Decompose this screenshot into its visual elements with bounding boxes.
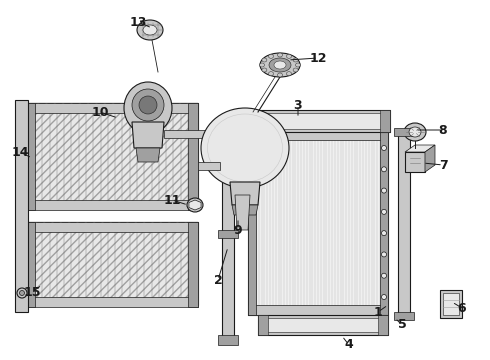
Polygon shape xyxy=(188,222,198,307)
Text: 11: 11 xyxy=(163,194,181,207)
Ellipse shape xyxy=(382,252,387,257)
Polygon shape xyxy=(25,103,35,210)
Polygon shape xyxy=(198,162,220,170)
Polygon shape xyxy=(235,195,250,230)
Ellipse shape xyxy=(260,63,265,67)
Ellipse shape xyxy=(287,54,292,58)
Text: 15: 15 xyxy=(23,285,41,298)
Text: 13: 13 xyxy=(129,15,147,28)
Ellipse shape xyxy=(260,53,300,77)
Polygon shape xyxy=(218,335,238,345)
Ellipse shape xyxy=(124,82,172,134)
Ellipse shape xyxy=(269,58,291,72)
Ellipse shape xyxy=(293,58,298,62)
Polygon shape xyxy=(25,297,198,307)
Text: 9: 9 xyxy=(234,224,243,237)
Text: 4: 4 xyxy=(344,338,353,351)
Polygon shape xyxy=(398,130,410,318)
Text: 2: 2 xyxy=(214,274,222,287)
Text: 8: 8 xyxy=(439,123,447,136)
Ellipse shape xyxy=(269,54,273,58)
Polygon shape xyxy=(394,312,414,320)
Polygon shape xyxy=(188,103,198,210)
Ellipse shape xyxy=(293,68,298,72)
Text: 5: 5 xyxy=(397,319,406,332)
Polygon shape xyxy=(248,110,390,132)
Text: 6: 6 xyxy=(458,302,466,315)
Text: 1: 1 xyxy=(373,306,382,319)
Polygon shape xyxy=(394,128,414,136)
Polygon shape xyxy=(425,145,435,172)
Polygon shape xyxy=(189,200,201,210)
Ellipse shape xyxy=(382,188,387,193)
Text: 12: 12 xyxy=(309,51,327,64)
Polygon shape xyxy=(258,315,388,335)
Polygon shape xyxy=(222,145,234,340)
Polygon shape xyxy=(405,145,435,152)
Polygon shape xyxy=(248,305,388,315)
Polygon shape xyxy=(136,148,160,162)
Polygon shape xyxy=(248,110,258,132)
Bar xyxy=(248,130,388,315)
Ellipse shape xyxy=(262,68,267,72)
Polygon shape xyxy=(25,222,198,305)
Polygon shape xyxy=(25,222,198,232)
Polygon shape xyxy=(230,182,260,205)
Ellipse shape xyxy=(137,20,163,40)
Polygon shape xyxy=(218,142,238,150)
Polygon shape xyxy=(248,130,256,315)
Polygon shape xyxy=(15,100,28,312)
Ellipse shape xyxy=(17,288,27,298)
Polygon shape xyxy=(25,222,35,307)
Text: 14: 14 xyxy=(11,145,29,158)
Polygon shape xyxy=(132,122,164,148)
Ellipse shape xyxy=(274,61,286,69)
Ellipse shape xyxy=(20,291,25,296)
Text: 7: 7 xyxy=(439,158,447,171)
Ellipse shape xyxy=(382,294,387,300)
Ellipse shape xyxy=(269,72,273,76)
Ellipse shape xyxy=(382,231,387,236)
Ellipse shape xyxy=(287,72,292,76)
Polygon shape xyxy=(232,205,258,215)
Ellipse shape xyxy=(382,145,387,150)
Polygon shape xyxy=(218,230,238,238)
Polygon shape xyxy=(380,130,388,315)
Ellipse shape xyxy=(187,198,203,212)
Polygon shape xyxy=(164,130,210,138)
Polygon shape xyxy=(262,318,384,332)
Ellipse shape xyxy=(277,53,283,57)
Polygon shape xyxy=(440,290,462,318)
Polygon shape xyxy=(258,315,268,335)
Ellipse shape xyxy=(404,123,426,141)
Ellipse shape xyxy=(382,167,387,172)
Ellipse shape xyxy=(409,127,421,137)
Polygon shape xyxy=(443,293,459,315)
Polygon shape xyxy=(380,110,390,132)
Polygon shape xyxy=(25,103,198,208)
Polygon shape xyxy=(252,113,386,129)
Polygon shape xyxy=(378,315,388,335)
Ellipse shape xyxy=(139,96,157,114)
Ellipse shape xyxy=(143,25,157,35)
Ellipse shape xyxy=(295,63,300,67)
Ellipse shape xyxy=(262,58,267,62)
Ellipse shape xyxy=(382,210,387,214)
Ellipse shape xyxy=(132,89,164,121)
Ellipse shape xyxy=(277,73,283,77)
Polygon shape xyxy=(248,130,388,140)
Polygon shape xyxy=(405,152,425,172)
Text: 10: 10 xyxy=(91,105,109,118)
Polygon shape xyxy=(25,103,198,113)
Ellipse shape xyxy=(382,273,387,278)
Polygon shape xyxy=(25,200,198,210)
Ellipse shape xyxy=(201,108,289,188)
Text: 3: 3 xyxy=(294,99,302,112)
